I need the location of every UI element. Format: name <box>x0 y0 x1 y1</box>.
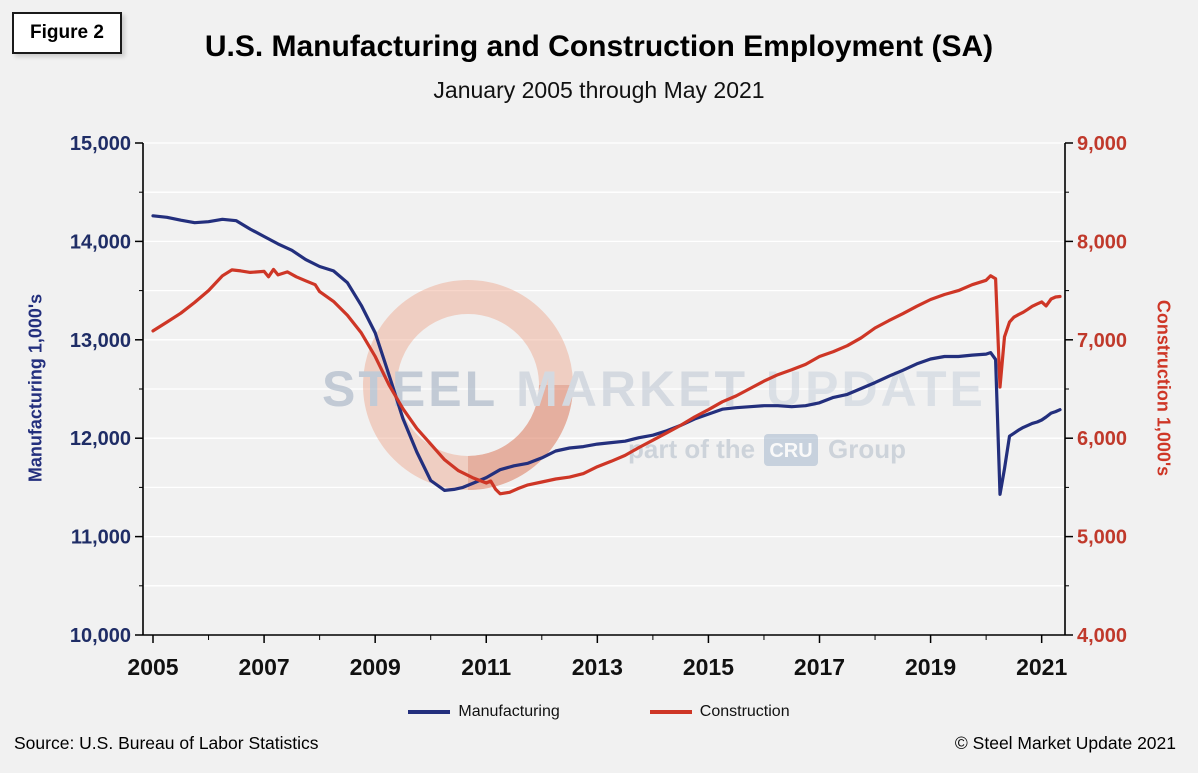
figure-badge: Figure 2 <box>12 12 122 54</box>
cru-logo-box <box>764 434 818 466</box>
y-axis-right: 4,000 5,000 6,000 7,000 8,000 9,000 <box>1065 133 1127 647</box>
svg-text:5,000: 5,000 <box>1077 527 1127 549</box>
svg-text:8,000: 8,000 <box>1077 231 1127 253</box>
svg-text:6,000: 6,000 <box>1077 428 1127 450</box>
chart-plot: STEEL MARKET UPDATE part of the CRU Group 10,0… <box>70 133 1127 678</box>
copyright-note: © Steel Market Update 2021 <box>954 733 1176 753</box>
legend-label-manufacturing: Manufacturing <box>458 703 560 720</box>
svg-text:12,000: 12,000 <box>70 428 131 450</box>
svg-text:2007: 2007 <box>238 654 289 678</box>
watermark: STEEL MARKET UPDATE part of the CRU Group <box>322 280 986 490</box>
gridlines <box>143 142 1065 587</box>
svg-text:2005: 2005 <box>127 654 178 678</box>
watermark-text: STEEL MARKET UPDATE <box>322 361 986 417</box>
svg-text:Group: Group <box>828 434 906 464</box>
svg-text:2011: 2011 <box>461 654 511 678</box>
svg-text:CRU: CRU <box>769 440 812 462</box>
legend: Manufacturing Construction <box>0 703 1198 721</box>
svg-text:13,000: 13,000 <box>70 330 131 352</box>
svg-text:10,000: 10,000 <box>70 625 131 647</box>
y-axis-left: 10,000 11,000 12,000 13,000 14,000 15,000 <box>70 133 143 647</box>
svg-text:15,000: 15,000 <box>70 133 131 155</box>
svg-text:2013: 2013 <box>572 654 623 678</box>
svg-text:2017: 2017 <box>794 654 845 678</box>
construction-line <box>151 267 1062 496</box>
svg-text:2019: 2019 <box>905 654 956 678</box>
legend-item-manufacturing: Manufacturing <box>408 703 560 721</box>
watermark-subtext: part of the <box>628 434 755 464</box>
svg-text:2009: 2009 <box>350 654 401 678</box>
legend-item-construction: Construction <box>649 703 790 721</box>
construction-line-swatch <box>649 710 692 714</box>
svg-text:4,000: 4,000 <box>1077 625 1127 647</box>
svg-text:14,000: 14,000 <box>70 231 131 253</box>
manufacturing-line-swatch <box>408 710 451 714</box>
x-axis: 2005 2007 2009 2011 2013 2015 2017 2019 2021 <box>127 635 1067 678</box>
chart-title: U.S. Manufacturing and Construction Empl… <box>204 30 994 63</box>
manufacturing-line <box>151 214 1062 496</box>
svg-text:2021: 2021 <box>1016 654 1067 678</box>
legend-label-construction: Construction <box>699 703 790 720</box>
svg-text:2015: 2015 <box>683 654 734 678</box>
svg-text:7,000: 7,000 <box>1077 330 1127 352</box>
chart-subtitle: January 2005 through May 2021 <box>433 77 765 103</box>
source-note: Source: U.S. Bureau of Labor Statistics <box>14 733 319 753</box>
svg-text:9,000: 9,000 <box>1077 133 1127 155</box>
svg-text:11,000: 11,000 <box>71 527 131 549</box>
